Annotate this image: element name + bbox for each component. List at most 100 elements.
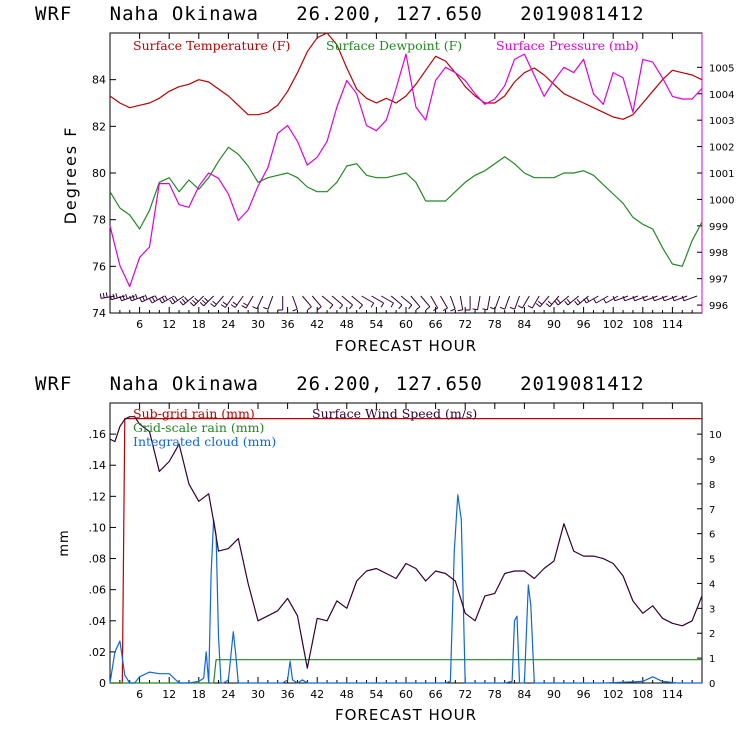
wind-barb: [603, 295, 619, 304]
y2-tick-label: 996: [709, 301, 728, 312]
x-tick-label: 72: [458, 318, 472, 331]
x-tick-label: 96: [577, 688, 591, 701]
legend-surface-pressure: Surface Pressure (mb): [496, 38, 639, 53]
top-x-axis-label: FORECAST HOUR: [335, 337, 477, 355]
x-tick-label: 60: [399, 318, 413, 331]
x-tick-label: 30: [251, 318, 265, 331]
top-y-axis-label: Degrees F: [61, 126, 80, 225]
wind-barbs: [99, 292, 698, 312]
y2-tick-label: 998: [709, 248, 728, 259]
y-tick-label: .16: [89, 428, 107, 441]
wind-barb: [472, 295, 481, 311]
wind-barb: [341, 295, 353, 310]
x-tick-label: 96: [577, 318, 591, 331]
x-tick-label: 48: [340, 688, 354, 701]
wind-barb: [642, 295, 658, 302]
y2-tick-label: 999: [709, 222, 728, 233]
wind-barb: [277, 296, 284, 311]
y2-tick-label: 10: [709, 430, 722, 441]
wind-barb: [99, 292, 115, 299]
x-tick-label: 114: [662, 688, 683, 701]
bottom-x-axis-label: FORECAST HOUR: [335, 706, 477, 724]
y-tick-label: .06: [89, 584, 107, 597]
legend-surface-wind-speed: Surface Wind Speed (m/s): [312, 406, 477, 421]
wind-barb: [169, 295, 185, 305]
wind-barb: [671, 295, 688, 302]
y-tick-label: .08: [89, 553, 107, 566]
x-tick-label: 78: [488, 318, 502, 331]
y2-tick-label: 1001: [709, 169, 734, 180]
top-panel: WRF Naha Okinawa 26.200, 127.650 2019081…: [35, 3, 734, 355]
wind-barb: [564, 295, 580, 306]
wind-barb: [662, 295, 678, 302]
y-tick-label: 80: [92, 167, 106, 180]
y2-tick-label: 1004: [709, 90, 734, 101]
x-tick-label: 48: [340, 318, 354, 331]
series-line-surface-temperature-f: [109, 32, 703, 120]
y-tick-label: .14: [89, 459, 107, 472]
wind-barb: [371, 295, 385, 308]
x-tick-label: 36: [281, 318, 295, 331]
wind-barb: [302, 295, 312, 311]
y-tick-label: 76: [92, 260, 106, 273]
y2-tick-label: 5: [709, 555, 715, 566]
bottom-panel: WRF Naha Okinawa 26.200, 127.650 2019081…: [35, 373, 722, 724]
y2-tick-label: 1003: [709, 116, 734, 127]
x-tick-label: 102: [603, 318, 624, 331]
wind-barb: [583, 295, 599, 304]
wind-barb: [410, 295, 421, 311]
x-tick-label: 108: [632, 318, 653, 331]
wind-barb: [119, 293, 135, 302]
x-tick-label: 6: [136, 318, 143, 331]
bottom-series-group: [109, 416, 703, 684]
wind-barb: [179, 295, 195, 306]
wind-barb: [230, 295, 244, 308]
wind-barb: [490, 295, 501, 310]
y-tick-label: .04: [89, 615, 107, 628]
y2-tick-label: 7: [709, 505, 715, 516]
legend-sub-grid-rain: Sub-grid rain (mm): [133, 406, 255, 421]
y-tick-label: .10: [89, 521, 107, 534]
y2-tick-label: 4: [709, 579, 715, 590]
series-line-surface-dewpoint-f: [109, 146, 703, 267]
x-tick-label: 42: [310, 688, 324, 701]
x-tick-label: 54: [369, 688, 383, 701]
x-tick-label: 42: [310, 318, 324, 331]
wind-barb: [681, 295, 698, 302]
wind-barb: [517, 295, 530, 309]
wind-barb: [499, 295, 511, 310]
x-tick-label: 60: [399, 688, 413, 701]
y-tick-label: 78: [92, 214, 106, 227]
x-tick-label: 18: [192, 318, 206, 331]
legend-integrated-cloud: Integrated cloud (mm): [133, 434, 276, 449]
wind-barb: [189, 295, 205, 307]
wind-barb: [554, 295, 570, 306]
x-tick-label: 30: [251, 688, 265, 701]
wind-barb: [430, 295, 439, 312]
wind-barb: [241, 295, 254, 309]
y2-tick-label: 3: [709, 604, 715, 615]
wind-barb: [210, 295, 224, 308]
series-line-surface-wind-speed-m-s: [109, 416, 703, 669]
x-tick-label: 72: [458, 688, 472, 701]
x-tick-label: 90: [547, 688, 561, 701]
wind-barb: [457, 295, 464, 312]
wind-barb: [652, 295, 668, 302]
wind-barb: [535, 295, 550, 308]
x-tick-label: 108: [632, 688, 653, 701]
wind-barb: [199, 295, 214, 307]
series-line-surface-pressure-mb: [109, 53, 703, 288]
wind-barb: [509, 295, 520, 310]
top-series-group: [109, 32, 703, 288]
wind-barb: [321, 295, 334, 310]
wind-barb: [420, 295, 431, 311]
wind-barb: [139, 294, 155, 303]
y-tick-label: 0: [99, 677, 106, 690]
top-ticks: 6 12 18 24 30 36 42 48 54 60 66 72 78 84 90 96 102 108 114…: [92, 33, 734, 331]
y2-tick-label: 2: [709, 629, 715, 640]
x-tick-label: 66: [429, 318, 443, 331]
y-tick-label: .02: [89, 646, 107, 659]
y2-tick-label: 1000: [709, 195, 734, 206]
x-tick-label: 36: [281, 688, 295, 701]
